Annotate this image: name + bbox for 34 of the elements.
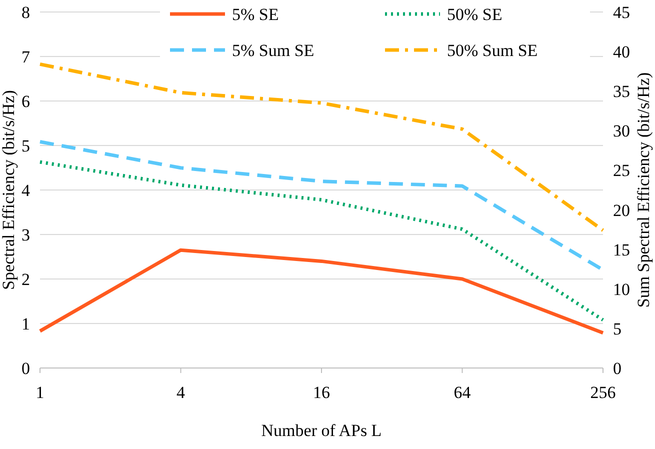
y2-tick-label: 20: [613, 200, 630, 220]
x-tick-label: 64: [454, 383, 472, 402]
y2-axis-title: Sum Spectral Efficiency (bit/s/Hz): [634, 72, 653, 308]
y2-tick-label: 40: [613, 42, 630, 62]
x-tick-label: 4: [176, 383, 186, 402]
legend-label: 50% SE: [447, 5, 502, 24]
y-tick-label: 3: [22, 226, 30, 244]
y2-tick-label: 10: [613, 280, 630, 299]
line-series: [38, 62, 605, 232]
y-tick-label: 7: [22, 48, 30, 66]
y-tick-label: 2: [22, 270, 30, 289]
y2-tick-label: 15: [613, 240, 630, 260]
line-series: [38, 160, 605, 322]
legend-label: 5% SE: [232, 5, 279, 24]
y2-tick-label: 0: [613, 359, 622, 378]
y2-tick-label: 5: [613, 319, 622, 338]
y-tick-label: 4: [22, 181, 30, 200]
y2-tick-label: 25: [613, 161, 630, 180]
x-axis-title: Number of APs L: [261, 421, 382, 440]
y2-tick-label: 35: [613, 82, 630, 102]
y-tick-label: 8: [22, 3, 30, 22]
line-series: [38, 248, 605, 335]
y-tick-label: 0: [22, 359, 30, 378]
y-axis-title: Spectral Efficiency (bit/s/Hz): [0, 90, 18, 290]
y-tick-label: 1: [22, 314, 30, 334]
legend-label: 5% Sum SE: [232, 41, 314, 60]
y2-tick-label: 30: [613, 122, 630, 141]
x-tick-label: 256: [590, 383, 616, 402]
y-tick-label: 5: [22, 136, 30, 156]
legend-label: 50% Sum SE: [447, 41, 538, 60]
y2-tick-label: 45: [613, 3, 630, 22]
x-tick-label: 1: [36, 383, 44, 402]
y-tick-label: 6: [22, 92, 30, 111]
x-tick-label: 16: [313, 383, 330, 402]
